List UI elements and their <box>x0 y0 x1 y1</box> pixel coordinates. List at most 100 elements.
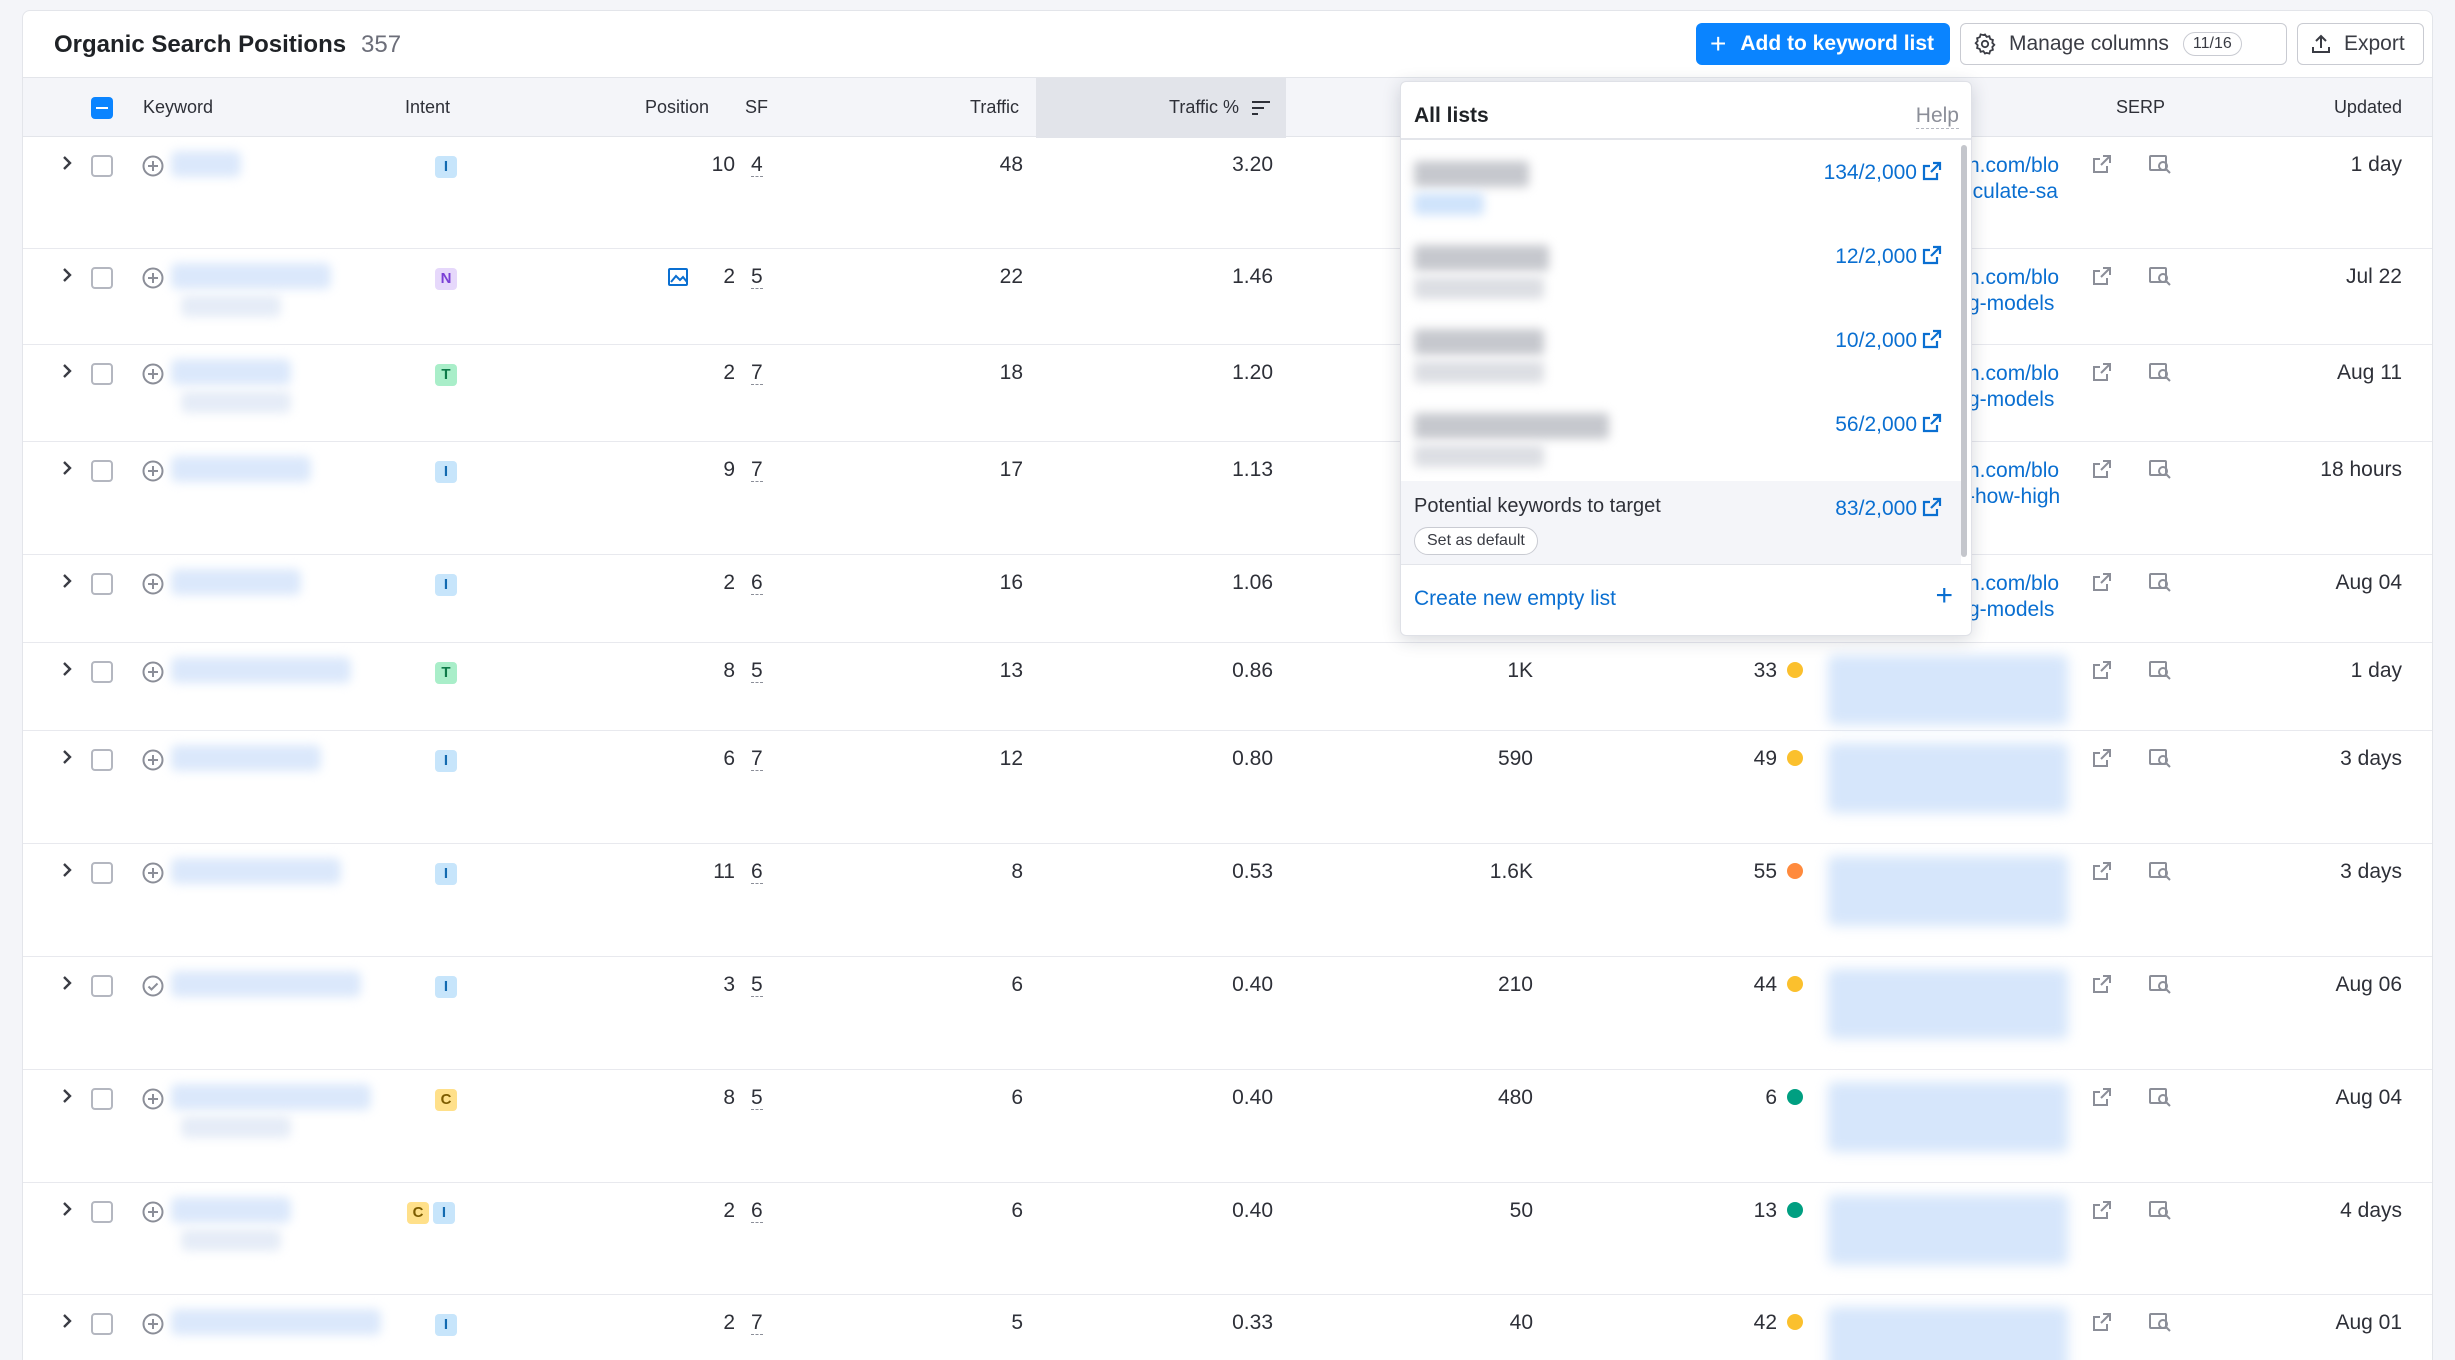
expand-chevron-icon[interactable] <box>57 265 77 285</box>
sf-cell[interactable]: 6 <box>751 571 763 595</box>
export-button[interactable]: Export <box>2297 23 2424 65</box>
url-redacted[interactable] <box>1828 655 2068 725</box>
external-link-icon[interactable] <box>2091 860 2113 888</box>
keyword-list-item[interactable]: 56/2,000 <box>1401 397 1961 481</box>
added-check-icon[interactable] <box>141 974 165 998</box>
keyword-redacted[interactable] <box>171 151 241 177</box>
table-row[interactable]: I 2 6 16 1.06 n.com/blo g-models Aug 04 <box>23 555 2432 643</box>
row-checkbox[interactable] <box>91 1313 113 1335</box>
column-intent[interactable]: Intent <box>405 97 451 117</box>
table-row[interactable]: N 2 5 22 1.46 n.com/blo g-models Jul 22 <box>23 249 2432 345</box>
add-keyword-icon[interactable] <box>141 1312 165 1336</box>
column-serp[interactable]: SERP <box>2116 97 2166 117</box>
sf-cell[interactable]: 7 <box>751 361 763 385</box>
table-row[interactable]: T 8 5 13 0.86 1K 33 1 day <box>23 643 2432 731</box>
table-row[interactable]: I 9 7 17 1.13 n.com/blo -how-high 18 hours <box>23 442 2432 555</box>
keyword-redacted[interactable] <box>171 657 351 683</box>
list-count-link[interactable]: 134/2,000 <box>1824 161 1943 185</box>
serp-preview-icon[interactable] <box>2148 1199 2172 1227</box>
keyword-list-item[interactable]: Potential keywords to target Set as defa… <box>1401 481 1961 565</box>
row-checkbox[interactable] <box>91 862 113 884</box>
plus-icon[interactable]: + <box>1935 579 1953 612</box>
external-link-icon[interactable] <box>2091 1199 2113 1227</box>
list-count-link[interactable]: 83/2,000 <box>1835 497 1943 521</box>
url-link[interactable]: n.com/blo g-models <box>1968 571 2059 623</box>
column-traffic-pct[interactable]: Traffic % <box>1169 97 1271 118</box>
column-sf[interactable]: SF <box>745 97 769 117</box>
table-row[interactable]: I 11 6 8 0.53 1.6K 55 3 days <box>23 844 2432 957</box>
sf-cell[interactable]: 5 <box>751 1086 763 1110</box>
url-redacted[interactable] <box>1828 1195 2068 1265</box>
sf-cell[interactable]: 6 <box>751 1199 763 1223</box>
keyword-redacted[interactable] <box>171 1084 371 1110</box>
table-row[interactable]: I 2 7 5 0.33 40 42 Aug 01 <box>23 1295 2432 1360</box>
url-redacted[interactable] <box>1828 1082 2068 1152</box>
external-link-icon[interactable] <box>2091 659 2113 687</box>
sf-cell[interactable]: 7 <box>751 1311 763 1335</box>
keyword-redacted[interactable] <box>171 263 331 289</box>
column-updated[interactable]: Updated <box>2333 97 2402 117</box>
url-link[interactable]: n.com/blo -how-high <box>1968 458 2060 510</box>
url-link[interactable]: n.com/blo g-models <box>1968 361 2059 413</box>
table-row[interactable]: I 6 7 12 0.80 590 49 3 days <box>23 731 2432 844</box>
external-link-icon[interactable] <box>2091 153 2113 181</box>
expand-chevron-icon[interactable] <box>57 1199 77 1219</box>
external-link-icon[interactable] <box>2091 973 2113 1001</box>
table-row[interactable]: C 8 5 6 0.40 480 6 Aug 04 <box>23 1070 2432 1183</box>
sf-cell[interactable]: 5 <box>751 659 763 683</box>
add-keyword-icon[interactable] <box>141 660 165 684</box>
keyword-redacted[interactable] <box>171 858 341 884</box>
expand-chevron-icon[interactable] <box>57 1311 77 1331</box>
keyword-redacted[interactable] <box>171 971 361 997</box>
sf-cell[interactable]: 6 <box>751 860 763 884</box>
keyword-redacted[interactable] <box>171 456 311 482</box>
column-position[interactable]: Position <box>645 97 710 117</box>
expand-chevron-icon[interactable] <box>57 659 77 679</box>
url-link[interactable]: n.com/blo g-models <box>1968 265 2059 317</box>
column-traffic[interactable]: Traffic <box>970 97 1020 117</box>
row-checkbox[interactable] <box>91 155 113 177</box>
external-link-icon[interactable] <box>2091 361 2113 389</box>
expand-chevron-icon[interactable] <box>57 571 77 591</box>
column-keyword[interactable]: Keyword <box>143 97 214 117</box>
create-new-list-link[interactable]: Create new empty list <box>1414 587 1616 610</box>
serp-preview-icon[interactable] <box>2148 860 2172 888</box>
add-keyword-icon[interactable] <box>141 154 165 178</box>
keyword-redacted[interactable] <box>171 569 301 595</box>
expand-chevron-icon[interactable] <box>57 747 77 767</box>
row-checkbox[interactable] <box>91 573 113 595</box>
serp-preview-icon[interactable] <box>2148 1086 2172 1114</box>
add-to-keyword-list-button[interactable]: + Add to keyword list <box>1696 23 1950 65</box>
row-checkbox[interactable] <box>91 1088 113 1110</box>
serp-preview-icon[interactable] <box>2148 458 2172 486</box>
add-keyword-icon[interactable] <box>141 1087 165 1111</box>
manage-columns-button[interactable]: Manage columns 11/16 <box>1960 23 2287 65</box>
external-link-icon[interactable] <box>2091 571 2113 599</box>
sf-cell[interactable]: 4 <box>751 153 763 177</box>
external-link-icon[interactable] <box>2091 458 2113 486</box>
row-checkbox[interactable] <box>91 1201 113 1223</box>
url-redacted[interactable] <box>1828 743 2068 813</box>
row-checkbox[interactable] <box>91 267 113 289</box>
add-keyword-icon[interactable] <box>141 266 165 290</box>
external-link-icon[interactable] <box>2091 747 2113 775</box>
expand-chevron-icon[interactable] <box>57 361 77 381</box>
serp-preview-icon[interactable] <box>2148 659 2172 687</box>
url-redacted[interactable] <box>1828 969 2068 1039</box>
sf-cell[interactable]: 5 <box>751 265 763 289</box>
add-keyword-icon[interactable] <box>141 459 165 483</box>
url-link[interactable]: n.com/blo lculate-sa <box>1968 153 2059 205</box>
sf-cell[interactable]: 7 <box>751 458 763 482</box>
add-keyword-icon[interactable] <box>141 362 165 386</box>
add-keyword-icon[interactable] <box>141 861 165 885</box>
serp-preview-icon[interactable] <box>2148 973 2172 1001</box>
list-count-link[interactable]: 56/2,000 <box>1835 413 1943 437</box>
serp-preview-icon[interactable] <box>2148 571 2172 599</box>
set-default-button[interactable]: Set as default <box>1414 527 1538 555</box>
serp-preview-icon[interactable] <box>2148 265 2172 293</box>
keyword-list-item[interactable]: 134/2,000 <box>1401 145 1961 229</box>
serp-preview-icon[interactable] <box>2148 1311 2172 1339</box>
expand-chevron-icon[interactable] <box>57 153 77 173</box>
table-row[interactable]: I 3 5 6 0.40 210 44 Aug 06 <box>23 957 2432 1070</box>
